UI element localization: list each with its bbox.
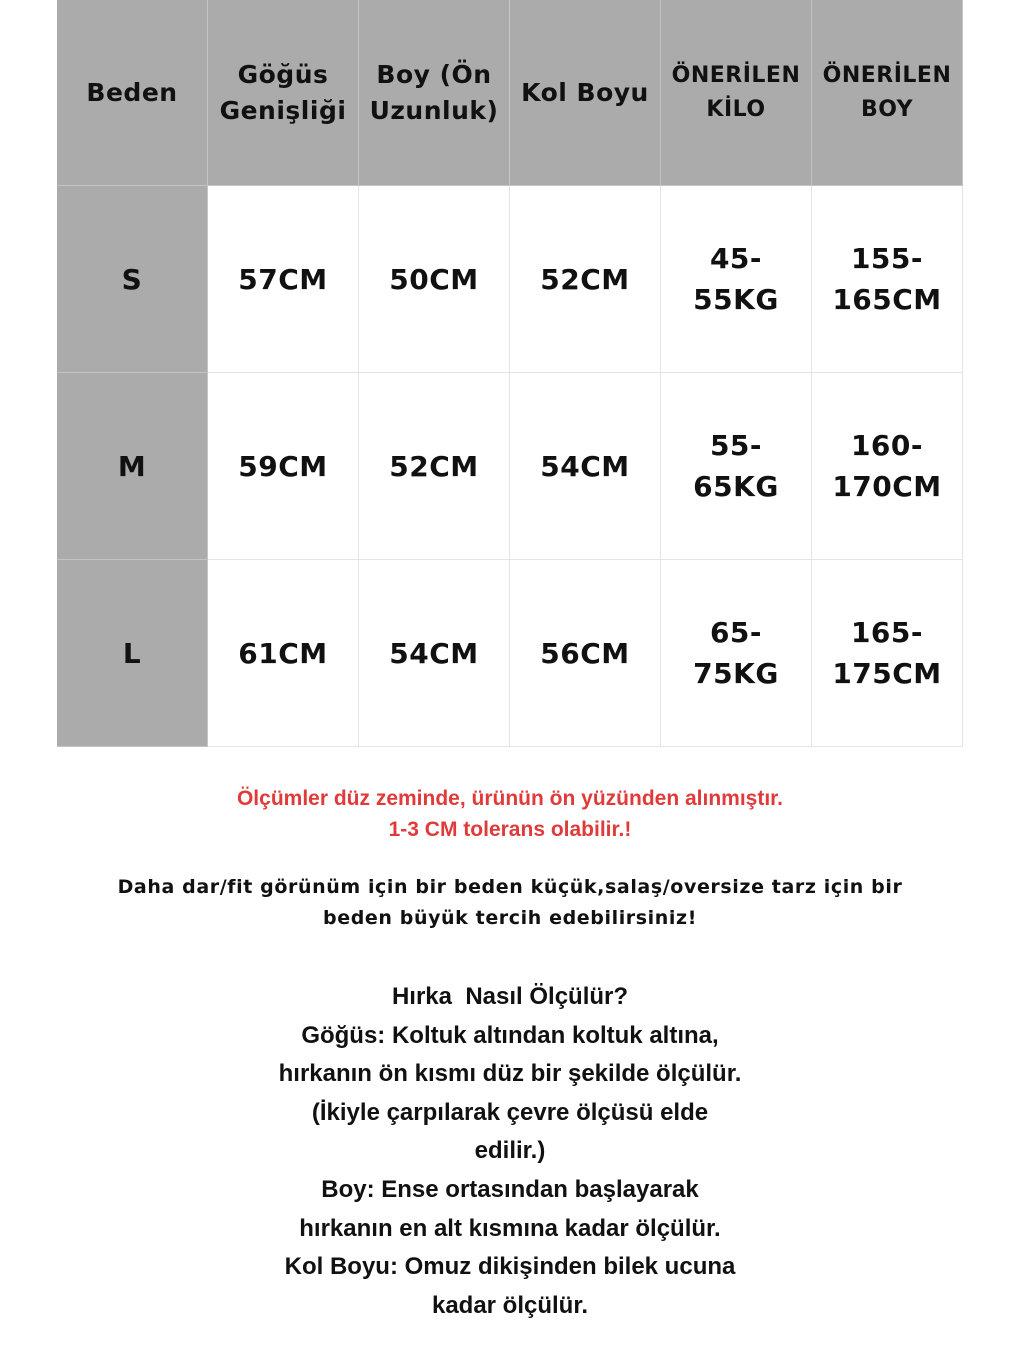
value-cell: 52CM xyxy=(359,373,510,560)
value-cell: 65- 75KG xyxy=(661,560,812,747)
text-line: 56CM xyxy=(540,636,630,670)
header-cell: ÖNERİLEN KİLO xyxy=(661,0,812,186)
text-line: (İkiyle çarpılarak çevre ölçüsü elde xyxy=(311,1098,709,1126)
text-line: 155- xyxy=(850,242,924,275)
text-line: Daha dar/fit görünüm için bir beden küçü… xyxy=(117,876,903,898)
size-cell: S xyxy=(57,186,208,373)
text-line: KİLO xyxy=(706,96,766,122)
text-line: Beden xyxy=(86,77,178,107)
text-line: 45- xyxy=(709,242,763,275)
text-line: 75KG xyxy=(693,657,779,690)
text-line: kadar ölçülür. xyxy=(431,1291,589,1319)
value-cell: 54CM xyxy=(510,373,661,560)
text-line: 55KG xyxy=(693,283,779,316)
text-line: Göğüs xyxy=(237,59,329,89)
text-line: 170CM xyxy=(832,470,942,503)
text-line: 160- xyxy=(850,429,924,462)
text-line: edilir.) xyxy=(474,1137,546,1165)
value-cell: 59CM xyxy=(208,373,359,560)
text-line: beden büyük tercih edebilirsiniz! xyxy=(323,907,697,929)
text-line: 175CM xyxy=(832,657,942,690)
text-line: 61CM xyxy=(238,636,328,670)
text-line: 54CM xyxy=(540,449,630,483)
value-cell: 165- 175CM xyxy=(812,560,963,747)
value-cell: 50CM xyxy=(359,186,510,373)
size-cell: L xyxy=(57,560,208,747)
value-cell: 56CM xyxy=(510,560,661,747)
value-cell: 52CM xyxy=(510,186,661,373)
header-cell: Boy (Ön Uzunluk) xyxy=(359,0,510,186)
text-line: 165- xyxy=(850,616,924,649)
text-line: ÖNERİLEN xyxy=(822,62,952,88)
text-line: Ölçümler düz zeminde, ürünün ön yüzünden… xyxy=(236,787,784,810)
text-line: L xyxy=(122,636,142,670)
text-line: Hırka Nasıl Ölçülür? xyxy=(391,983,629,1010)
text-line: Boy: Ense ortasından başlayarak xyxy=(321,1175,699,1203)
text-line: 1-3 CM tolerans olabilir.! xyxy=(388,818,632,841)
text-line: 54CM xyxy=(389,636,479,670)
text-line: S xyxy=(121,262,143,296)
text-line: Boy (Ön xyxy=(376,59,492,89)
text-line: BOY xyxy=(860,96,914,122)
text-line: 50CM xyxy=(389,262,479,296)
text-line: 65KG xyxy=(693,470,779,503)
text-line: 57CM xyxy=(238,262,328,296)
text-line: hırkanın ön kısmı düz bir şekilde ölçülü… xyxy=(278,1060,742,1088)
value-cell: 155- 165CM xyxy=(812,186,963,373)
text-line: 59CM xyxy=(238,449,328,483)
text-line: 52CM xyxy=(389,449,479,483)
text-line: 165CM xyxy=(832,283,942,316)
value-cell: 55- 65KG xyxy=(661,373,812,560)
header-cell: Kol Boyu xyxy=(510,0,661,186)
text-line: Göğüs: Koltuk altından koltuk altına, xyxy=(301,1021,719,1049)
value-cell: 54CM xyxy=(359,560,510,747)
text-line: 52CM xyxy=(540,262,630,296)
value-cell: 160- 170CM xyxy=(812,373,963,560)
text-line: Uzunluk) xyxy=(369,95,499,125)
text-line: Genişliği xyxy=(219,95,347,125)
value-cell: 57CM xyxy=(208,186,359,373)
text-line: M xyxy=(117,449,147,483)
text-line: Kol Boyu: Omuz dikişinden bilek ucuna xyxy=(284,1253,736,1281)
text-line: ÖNERİLEN xyxy=(671,62,801,88)
text-line: Kol Boyu xyxy=(521,77,649,107)
warning-note: Ölçümler düz zeminde, ürünün ön yüzünden… xyxy=(0,783,1020,845)
advice-note: Daha dar/fit görünüm için bir beden küçü… xyxy=(0,872,1020,934)
measuring-guide: Hırka Nasıl Ölçülür? Göğüs: Koltuk altınd… xyxy=(0,978,1020,1325)
text-line: hırkanın en alt kısmına kadar ölçülür. xyxy=(299,1214,721,1242)
size-cell: M xyxy=(57,373,208,560)
header-cell: ÖNERİLEN BOY xyxy=(812,0,963,186)
text-line: 55- xyxy=(709,429,763,462)
text-line: 65- xyxy=(709,616,763,649)
header-cell: Göğüs Genişliği xyxy=(208,0,359,186)
value-cell: 61CM xyxy=(208,560,359,747)
value-cell: 45- 55KG xyxy=(661,186,812,373)
header-cell: Beden xyxy=(57,0,208,186)
